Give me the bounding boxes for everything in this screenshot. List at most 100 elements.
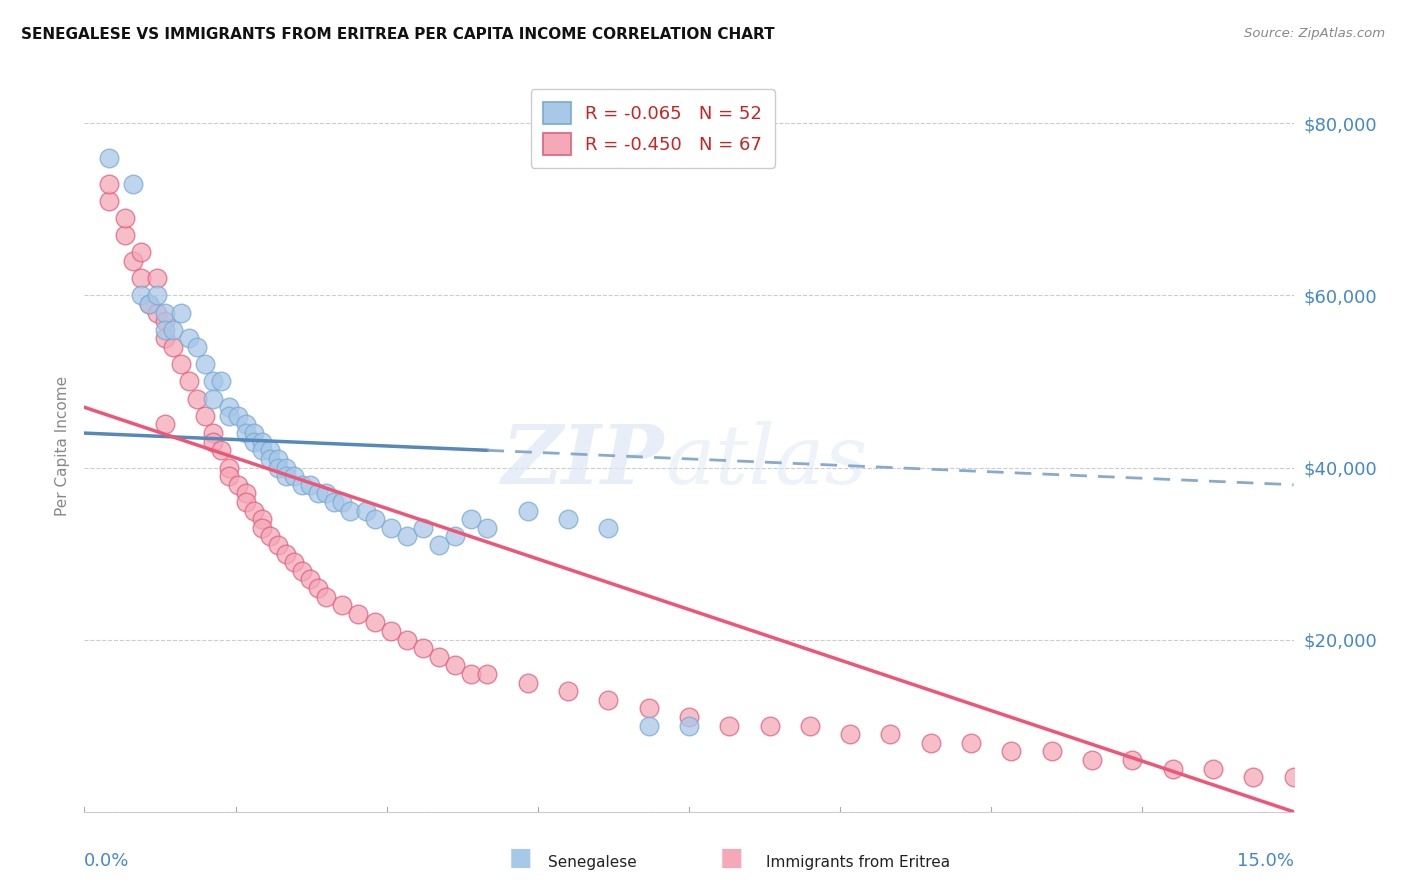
- Point: [267, 451, 290, 466]
- Point: [412, 521, 434, 535]
- Text: Immigrants from Eritrea: Immigrants from Eritrea: [766, 855, 950, 870]
- Point: [315, 486, 337, 500]
- Point: [186, 340, 208, 354]
- Point: [363, 615, 385, 630]
- Point: [114, 228, 136, 243]
- Point: [323, 495, 346, 509]
- Point: [129, 271, 152, 285]
- Point: [274, 469, 297, 483]
- Point: [339, 503, 361, 517]
- Point: [242, 434, 264, 449]
- Point: [920, 736, 942, 750]
- Point: [170, 305, 193, 319]
- Point: [427, 649, 450, 664]
- Point: [299, 477, 322, 491]
- Point: [242, 426, 264, 441]
- Point: [129, 288, 152, 302]
- Point: [146, 288, 169, 302]
- Point: [427, 538, 450, 552]
- Point: [557, 512, 579, 526]
- Point: [960, 736, 983, 750]
- Point: [477, 667, 499, 681]
- Point: [179, 375, 201, 389]
- Point: [299, 573, 322, 587]
- Point: [637, 701, 659, 715]
- Point: [153, 305, 176, 319]
- Point: [678, 719, 700, 733]
- Point: [235, 486, 257, 500]
- Point: [114, 211, 136, 225]
- Point: [250, 512, 273, 526]
- Point: [194, 409, 217, 423]
- Text: Source: ZipAtlas.com: Source: ZipAtlas.com: [1244, 27, 1385, 40]
- Legend: R = -0.065   N = 52, R = -0.450   N = 67: R = -0.065 N = 52, R = -0.450 N = 67: [531, 89, 775, 168]
- Point: [444, 658, 467, 673]
- Point: [129, 245, 152, 260]
- Text: atlas: atlas: [665, 421, 868, 500]
- Point: [460, 512, 482, 526]
- Point: [235, 417, 257, 432]
- Point: [307, 581, 329, 595]
- Point: [598, 693, 620, 707]
- Point: [477, 521, 499, 535]
- Point: [516, 503, 538, 517]
- Point: [283, 469, 305, 483]
- Point: [209, 443, 232, 458]
- Point: [363, 512, 385, 526]
- Point: [146, 271, 169, 285]
- Point: [274, 460, 297, 475]
- Point: [121, 254, 143, 268]
- Point: [170, 357, 193, 371]
- Point: [557, 684, 579, 698]
- Point: [153, 323, 176, 337]
- Point: [218, 401, 240, 415]
- Point: [330, 598, 353, 612]
- Point: [235, 426, 257, 441]
- Point: [758, 719, 780, 733]
- Point: [226, 409, 249, 423]
- Point: [799, 719, 821, 733]
- Point: [202, 426, 225, 441]
- Text: 0.0%: 0.0%: [84, 852, 129, 870]
- Point: [209, 375, 232, 389]
- Point: [718, 719, 741, 733]
- Point: [380, 624, 402, 638]
- Point: [598, 521, 620, 535]
- Point: [678, 710, 700, 724]
- Point: [1282, 770, 1305, 784]
- Point: [380, 521, 402, 535]
- Point: [1202, 762, 1225, 776]
- Point: [202, 434, 225, 449]
- Point: [218, 409, 240, 423]
- Point: [267, 460, 290, 475]
- Point: [226, 477, 249, 491]
- Point: [274, 547, 297, 561]
- Point: [259, 443, 281, 458]
- Point: [153, 314, 176, 328]
- Point: [879, 727, 901, 741]
- Point: [444, 529, 467, 543]
- Text: 15.0%: 15.0%: [1236, 852, 1294, 870]
- Point: [291, 564, 314, 578]
- Point: [516, 675, 538, 690]
- Point: [146, 305, 169, 319]
- Point: [1081, 753, 1104, 767]
- Point: [267, 538, 290, 552]
- Point: [218, 469, 240, 483]
- Text: ■: ■: [509, 846, 531, 870]
- Point: [395, 632, 418, 647]
- Point: [138, 297, 160, 311]
- Point: [235, 495, 257, 509]
- Point: [250, 434, 273, 449]
- Point: [291, 477, 314, 491]
- Point: [315, 590, 337, 604]
- Point: [97, 194, 120, 208]
- Point: [250, 521, 273, 535]
- Point: [242, 503, 264, 517]
- Point: [412, 641, 434, 656]
- Point: [97, 177, 120, 191]
- Point: [218, 460, 240, 475]
- Point: [356, 503, 378, 517]
- Point: [460, 667, 482, 681]
- Point: [153, 417, 176, 432]
